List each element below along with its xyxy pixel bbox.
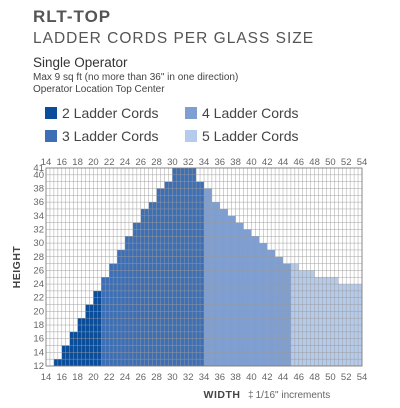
- x-tick-label-top: 42: [262, 157, 273, 168]
- legend-swatch-3: [45, 130, 57, 142]
- x-tick-label-bottom: 28: [151, 372, 162, 383]
- x-tick-label-bottom: 48: [309, 372, 320, 383]
- x-tick-label-top: 46: [294, 157, 305, 168]
- operator-label: Single Operator: [33, 55, 128, 70]
- y-tick-label: 24: [33, 279, 44, 290]
- operator-location-note: Operator Location Top Center: [33, 84, 165, 95]
- max-size-note: Max 9 sq ft (no more than 36" in one dir…: [33, 72, 239, 83]
- y-axis-title: HEIGHT: [11, 246, 23, 289]
- chart-subtitle: LADDER CORDS PER GLASS SIZE: [33, 30, 315, 47]
- x-tick-label-bottom: 36: [215, 372, 226, 383]
- x-tick-label-bottom: 14: [41, 372, 52, 383]
- x-tick-label-bottom: 30: [167, 372, 178, 383]
- x-tick-label-bottom: 34: [199, 372, 210, 383]
- double-dagger-icon: ‡: [248, 390, 254, 401]
- x-tick-label-bottom: 38: [230, 372, 241, 383]
- chart-plot-border: [45, 167, 363, 367]
- y-tick-label: 34: [33, 211, 44, 222]
- x-axis-title: WIDTH: [204, 389, 241, 401]
- chart-title: RLT-TOP: [33, 7, 112, 26]
- y-tick-label-top: 41: [33, 163, 44, 174]
- x-tick-label-bottom: 20: [88, 372, 99, 383]
- x-tick-label-bottom: 54: [357, 372, 368, 383]
- legend-swatch-4: [185, 107, 197, 119]
- x-tick-label-top: 40: [246, 157, 257, 168]
- x-tick-label-top: 36: [215, 157, 226, 168]
- x-tick-label-top: 48: [309, 157, 320, 168]
- x-tick-label-top: 18: [72, 157, 83, 168]
- y-tick-label: 20: [33, 306, 44, 317]
- x-tick-label-top: 54: [357, 157, 368, 168]
- x-tick-label-bottom: 24: [120, 372, 131, 383]
- x-tick-label-top: 16: [57, 157, 68, 168]
- x-tick-label-top: 28: [151, 157, 162, 168]
- y-tick-label: 18: [33, 320, 44, 331]
- legend-swatch-2: [45, 107, 57, 119]
- x-tick-label-bottom: 40: [246, 372, 257, 383]
- x-tick-label-bottom: 46: [294, 372, 305, 383]
- legend-label-4: 4 Ladder Cords: [202, 105, 299, 121]
- y-tick-label: 12: [33, 361, 44, 372]
- x-tick-label-top: 50: [325, 157, 336, 168]
- legend-swatch-5: [185, 130, 197, 142]
- legend-label-2: 2 Ladder Cords: [62, 105, 159, 121]
- legend-item-3-cords: 3 Ladder Cords: [45, 128, 159, 144]
- x-tick-label-bottom: 42: [262, 372, 273, 383]
- y-tick-label: 30: [33, 238, 44, 249]
- x-tick-label-top: 30: [167, 157, 178, 168]
- x-tick-label-bottom: 22: [104, 372, 115, 383]
- x-tick-label-bottom: 26: [136, 372, 147, 383]
- y-tick-label: 28: [33, 252, 44, 263]
- x-tick-label-top: 14: [41, 157, 52, 168]
- increment-note: ‡ 1/16" increments: [248, 390, 330, 401]
- x-tick-label-bottom: 16: [57, 372, 68, 383]
- y-tick-label: 22: [33, 293, 44, 304]
- y-tick-label: 14: [33, 347, 44, 358]
- x-tick-label-top: 44: [278, 157, 289, 168]
- legend-label-3: 3 Ladder Cords: [62, 128, 159, 144]
- x-tick-label-bottom: 50: [325, 372, 336, 383]
- legend-item-2-cords: 2 Ladder Cords: [45, 105, 159, 121]
- x-tick-label-top: 24: [120, 157, 131, 168]
- y-tick-label: 38: [33, 183, 44, 194]
- x-tick-label-bottom: 18: [72, 372, 83, 383]
- legend-item-5-cords: 5 Ladder Cords: [185, 128, 299, 144]
- y-tick-label: 26: [33, 265, 44, 276]
- x-tick-label-bottom: 44: [278, 372, 289, 383]
- x-tick-label-top: 34: [199, 157, 210, 168]
- y-tick-label: 40: [33, 170, 44, 181]
- legend-item-4-cords: 4 Ladder Cords: [185, 105, 299, 121]
- y-tick-label: 36: [33, 197, 44, 208]
- increment-note-text: 1/16" increments: [255, 390, 331, 401]
- x-tick-label-top: 20: [88, 157, 99, 168]
- x-tick-label-top: 38: [230, 157, 241, 168]
- x-tick-label-bottom: 32: [183, 372, 194, 383]
- y-tick-label: 32: [33, 224, 44, 235]
- x-tick-label-bottom: 52: [341, 372, 352, 383]
- operator-notes: Max 9 sq ft (no more than 36" in one dir…: [33, 72, 238, 96]
- x-tick-label-top: 32: [183, 157, 194, 168]
- y-tick-label: 16: [33, 334, 44, 345]
- x-tick-label-top: 22: [104, 157, 115, 168]
- x-tick-label-top: 52: [341, 157, 352, 168]
- legend-label-5: 5 Ladder Cords: [202, 128, 299, 144]
- x-tick-label-top: 26: [136, 157, 147, 168]
